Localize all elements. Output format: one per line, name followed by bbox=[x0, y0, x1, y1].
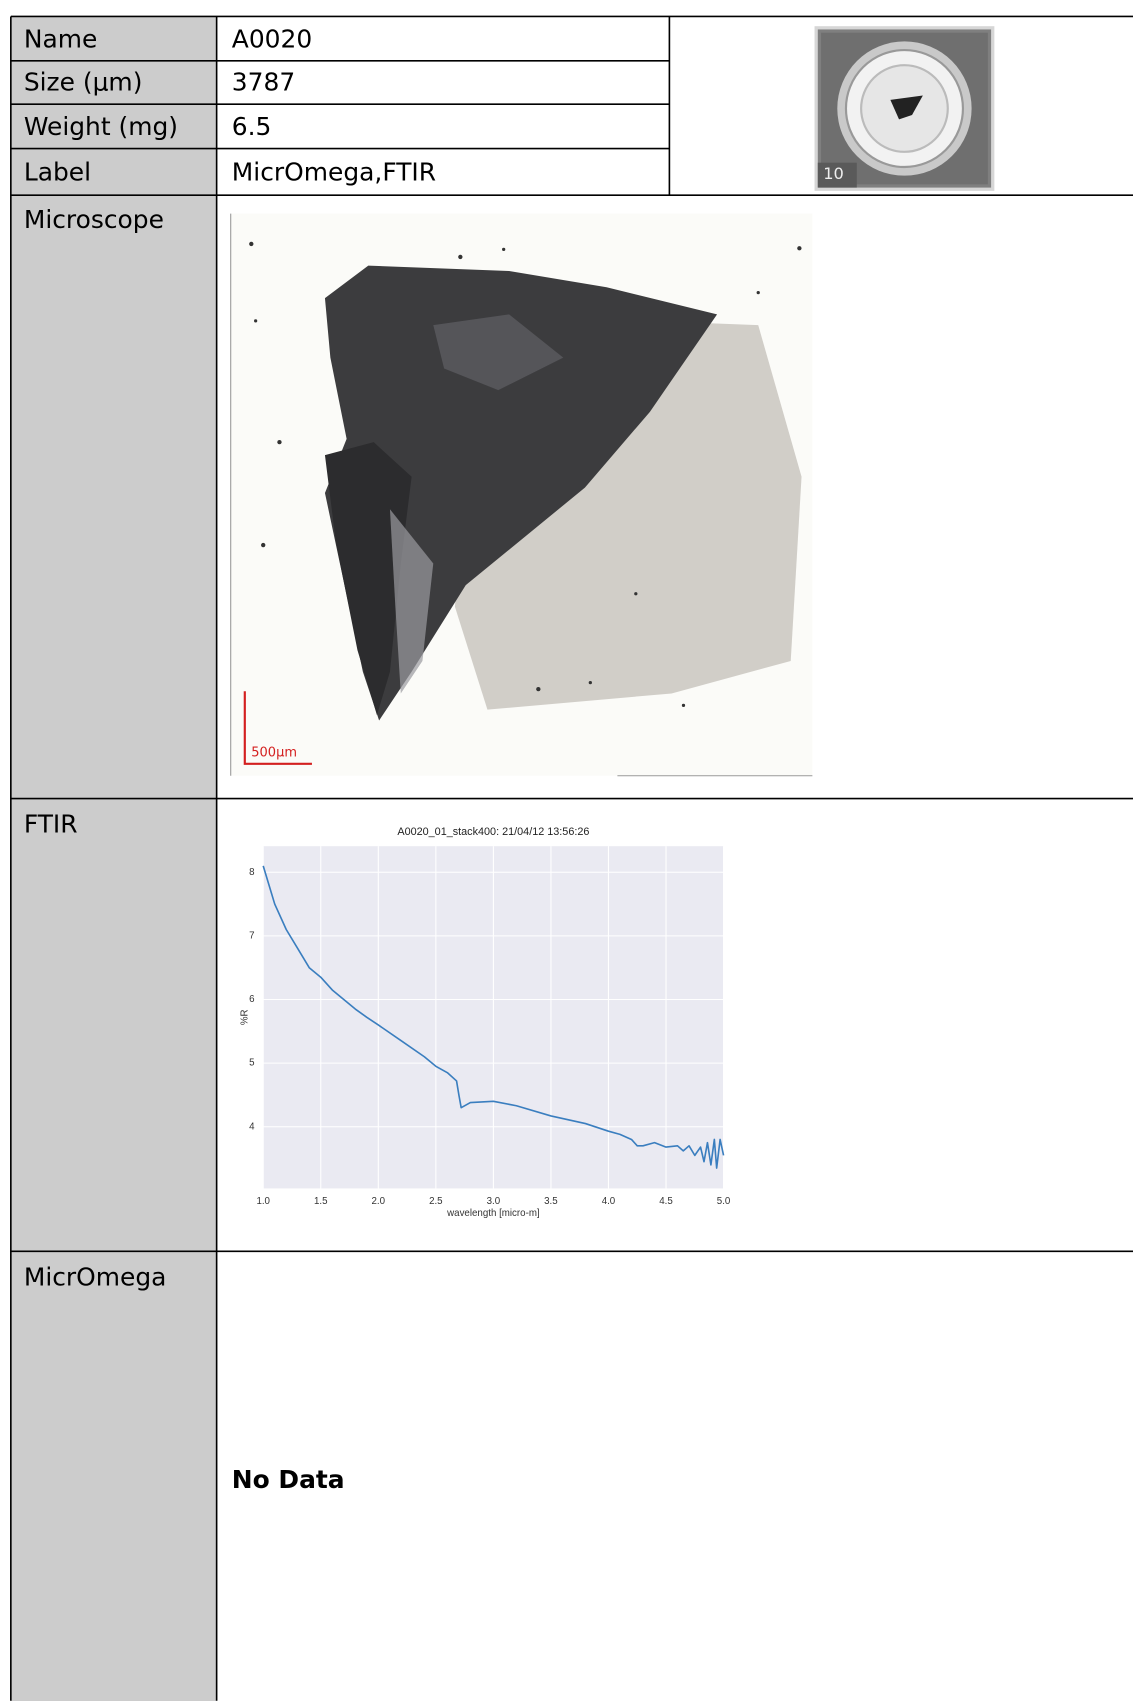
y-tick-label: 6 bbox=[249, 994, 254, 1005]
x-tick-label: 3.0 bbox=[487, 1196, 501, 1207]
scale-bar-label: 500μm bbox=[251, 746, 297, 761]
row-value: 3787 bbox=[232, 68, 295, 97]
row-value: 6.5 bbox=[232, 112, 272, 141]
thumbnail-photo: 10 bbox=[814, 26, 995, 191]
x-tick-label: 1.5 bbox=[314, 1196, 328, 1207]
row-label: Label bbox=[24, 158, 91, 187]
y-axis-label: %R bbox=[239, 1009, 250, 1025]
row-value: A0020 bbox=[232, 24, 312, 53]
y-tick-label: 4 bbox=[249, 1121, 255, 1132]
data-line bbox=[262, 865, 725, 1169]
no-data-text: No Data bbox=[232, 1465, 345, 1494]
chart-title: A0020_01_stack400: 21/04/12 13:56:26 bbox=[397, 826, 589, 838]
row-label: Size (μm) bbox=[24, 68, 143, 97]
section-label: MicrOmega bbox=[24, 1262, 167, 1291]
x-axis-label: wavelength [micro-m] bbox=[446, 1208, 540, 1219]
x-tick-label: 2.0 bbox=[372, 1196, 386, 1207]
x-tick-label: 4.5 bbox=[659, 1196, 673, 1207]
label-column bbox=[10, 16, 217, 1701]
microscope-photo: 500μm bbox=[230, 213, 813, 777]
plate-label: 10 bbox=[823, 164, 844, 183]
x-tick-label: 3.5 bbox=[544, 1196, 558, 1207]
y-tick-label: 7 bbox=[249, 930, 254, 941]
row-label: Name bbox=[24, 24, 97, 53]
table-borders bbox=[10, 15, 1133, 1701]
x-tick-label: 4.0 bbox=[602, 1196, 616, 1207]
section-label: Microscope bbox=[24, 205, 164, 234]
y-tick-label: 8 bbox=[249, 867, 254, 878]
row-value: MicrOmega,FTIR bbox=[232, 158, 436, 187]
x-tick-label: 2.5 bbox=[429, 1196, 443, 1207]
x-tick-label: 1.0 bbox=[256, 1196, 270, 1207]
ftir-chart: 1.0 1.5 2.0 2.5 3.0 3.5 4.0 4.5 5.0 4 5 6 7 8 A0020_01… bbox=[239, 826, 731, 1219]
x-tick-label: 5.0 bbox=[717, 1196, 731, 1207]
section-label: FTIR bbox=[24, 810, 78, 839]
y-tick-label: 5 bbox=[249, 1058, 254, 1069]
row-label: Weight (mg) bbox=[24, 112, 178, 141]
